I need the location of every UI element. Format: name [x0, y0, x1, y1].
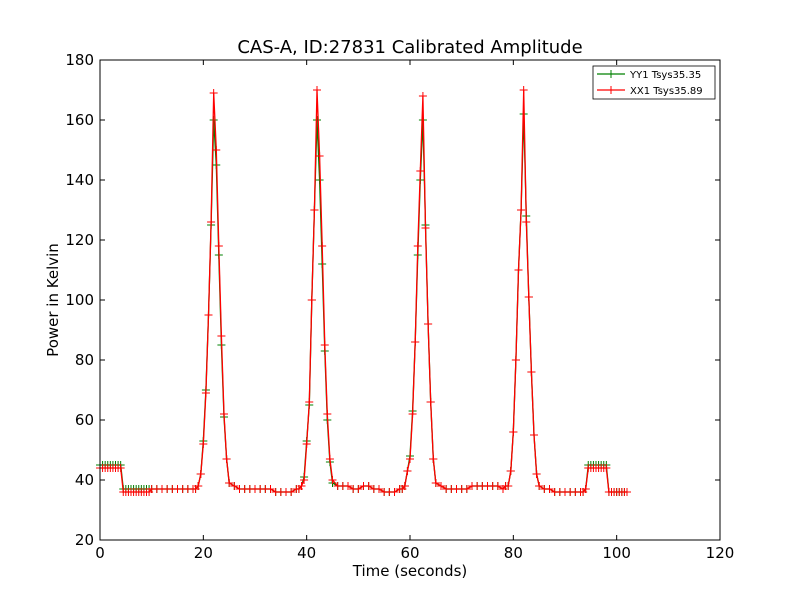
- data-point: [307, 296, 316, 304]
- legend-label: XX1 Tsys35.89: [630, 86, 703, 97]
- data-point: [209, 89, 218, 97]
- y-tick-label: 120: [65, 231, 94, 249]
- y-axis-label: Power in Kelvin: [44, 243, 62, 357]
- data-point: [406, 455, 414, 463]
- data-point: [535, 482, 544, 490]
- x-tick-label: 60: [400, 544, 419, 562]
- data-point: [214, 242, 223, 250]
- data-point: [390, 488, 399, 496]
- y-tick-label: 160: [65, 111, 94, 129]
- x-tick-label: 20: [194, 544, 213, 562]
- data-point: [305, 398, 314, 406]
- data-point: [328, 476, 337, 484]
- data-point: [581, 485, 590, 493]
- data-point: [403, 467, 412, 475]
- data-point: [204, 311, 213, 319]
- data-point: [530, 431, 538, 439]
- x-tick-label: 40: [297, 544, 316, 562]
- data-point: [408, 410, 417, 418]
- data-point: [222, 455, 231, 463]
- chart-title: CAS-A, ID:27831 Calibrated Amplitude: [237, 37, 582, 58]
- series-xx1: [96, 86, 631, 496]
- data-point: [375, 485, 383, 493]
- data-point: [318, 242, 327, 250]
- data-point: [524, 293, 533, 301]
- x-tick-label: 120: [706, 544, 735, 562]
- y-tick-label: 20: [75, 531, 94, 549]
- y-tick-label: 140: [65, 171, 94, 189]
- x-tick-label: 100: [602, 544, 631, 562]
- data-point: [207, 218, 216, 226]
- data-point: [532, 470, 541, 478]
- data-point: [504, 482, 513, 490]
- data-point: [302, 440, 311, 448]
- data-point: [411, 338, 420, 346]
- data-point: [212, 146, 221, 154]
- data-point: [116, 464, 125, 472]
- data-point: [266, 485, 275, 493]
- y-tick-label: 180: [65, 51, 94, 69]
- data-point: [462, 485, 471, 493]
- legend-label: YY1 Tsys35.35: [629, 70, 701, 81]
- data-point: [344, 482, 352, 490]
- data-point: [217, 332, 226, 340]
- data-point: [325, 455, 334, 463]
- x-axis-label: Time (seconds): [352, 562, 468, 580]
- data-point: [300, 476, 309, 484]
- data-point: [519, 86, 528, 94]
- x-tick-label: 0: [95, 544, 105, 562]
- data-point: [400, 482, 409, 490]
- data-point: [506, 467, 515, 475]
- data-point: [313, 86, 321, 94]
- data-point: [511, 356, 520, 364]
- legend-marker: [607, 70, 615, 78]
- x-tick-label: 80: [504, 544, 523, 562]
- legend: YY1 Tsys35.35 XX1 Tsys35.89: [592, 65, 716, 100]
- data-point: [424, 320, 433, 328]
- data-point: [320, 341, 329, 349]
- data-point: [354, 485, 363, 493]
- data-point: [315, 152, 324, 160]
- data-point: [514, 266, 523, 274]
- data-point: [230, 482, 239, 490]
- data-point: [426, 398, 435, 406]
- data-point: [220, 410, 228, 418]
- data-point: [418, 92, 427, 100]
- data-point: [364, 482, 373, 490]
- data-point: [527, 368, 536, 376]
- y-tick-label: 40: [75, 471, 94, 489]
- data-point: [545, 485, 554, 493]
- data-point: [623, 488, 631, 496]
- data-point: [194, 482, 203, 490]
- data-point: [201, 389, 210, 397]
- y-tick-label: 100: [65, 291, 94, 309]
- data-point: [493, 482, 502, 490]
- data-point: [509, 428, 518, 436]
- legend-entries: YY1 Tsys35.35 XX1 Tsys35.89: [597, 70, 703, 97]
- y-tick-label: 80: [75, 351, 94, 369]
- data-point: [437, 482, 445, 490]
- data-point: [225, 479, 234, 487]
- legend-marker: [607, 86, 615, 94]
- data-point: [421, 224, 430, 232]
- plot-area: [100, 60, 720, 540]
- data-point: [522, 218, 531, 226]
- data-point: [199, 440, 208, 448]
- data-point: [517, 206, 526, 214]
- series-layer: [96, 86, 631, 496]
- data-point: [310, 206, 319, 214]
- data-point: [196, 470, 205, 478]
- legend-box: [592, 65, 716, 100]
- data-point: [416, 167, 425, 175]
- y-tick-label: 60: [75, 411, 94, 429]
- data-point: [297, 482, 306, 490]
- data-point: [413, 242, 422, 250]
- data-point: [429, 455, 438, 463]
- data-point: [602, 464, 611, 472]
- data-point: [287, 488, 296, 496]
- data-point: [431, 479, 440, 487]
- data-point: [323, 410, 332, 418]
